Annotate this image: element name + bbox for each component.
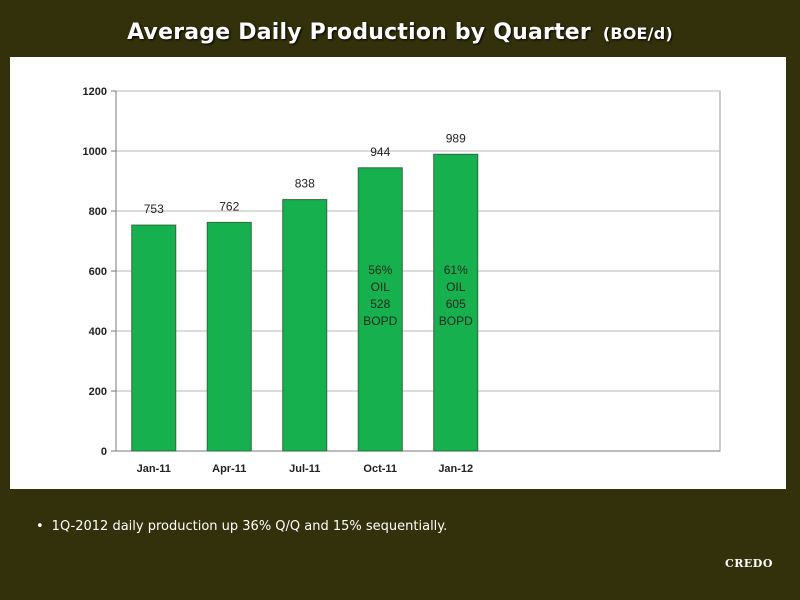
company-logo: CREDO xyxy=(725,557,773,570)
bar xyxy=(206,221,252,452)
bar xyxy=(282,199,328,452)
data-label: 989 xyxy=(446,131,466,145)
bar xyxy=(433,153,479,452)
bar xyxy=(131,224,177,452)
y-tick-label: 1000 xyxy=(83,146,107,158)
x-tick-label: Jan-12 xyxy=(438,463,473,475)
summary-bullet: • 1Q-2012 daily production up 36% Q/Q and… xyxy=(36,519,447,534)
bullet-icon: • xyxy=(36,519,44,534)
data-label: 838 xyxy=(295,177,315,191)
bar-annotation: BOPD xyxy=(363,314,397,328)
bar-chart: 0 200 400 600 800 1000 1200 Jan-11 753 Apr-11 762 J… xyxy=(83,86,721,475)
bar-annotation: 56% xyxy=(368,263,392,277)
y-tick-label: 800 xyxy=(89,206,107,218)
bar-annotation: 605 xyxy=(446,297,466,311)
x-tick-label: Apr-11 xyxy=(212,463,246,475)
bar-annotation: OIL xyxy=(371,280,391,294)
y-tick-label: 200 xyxy=(89,386,107,398)
y-tick-label: 600 xyxy=(89,266,107,278)
chart-panel: 0 200 400 600 800 1000 1200 Jan-11 753 Apr-11 762 J… xyxy=(10,57,786,489)
x-tick-label: Oct-11 xyxy=(363,463,397,475)
chart-title-unit: (BOE/d) xyxy=(602,24,673,43)
chart-title-text: Average Daily Production by Quarter xyxy=(127,20,591,45)
data-label: 753 xyxy=(144,202,164,216)
x-tick-label: Jul-11 xyxy=(289,463,320,475)
y-tick-label: 0 xyxy=(101,446,107,458)
bar-annotation: OIL xyxy=(446,280,466,294)
bar-annotation: 61% xyxy=(444,263,468,277)
bar-annotation: 528 xyxy=(370,297,390,311)
chart-title: Average Daily Production by Quarter (BOE… xyxy=(0,20,800,45)
bar-annotation: BOPD xyxy=(439,314,473,328)
y-tick-label: 400 xyxy=(89,326,107,338)
data-label: 762 xyxy=(219,199,239,213)
x-tick-label: Jan-11 xyxy=(137,463,171,475)
bar xyxy=(357,167,403,452)
data-label: 944 xyxy=(370,145,390,159)
summary-text: 1Q-2012 daily production up 36% Q/Q and … xyxy=(51,519,448,534)
y-tick-label: 1200 xyxy=(83,86,107,98)
